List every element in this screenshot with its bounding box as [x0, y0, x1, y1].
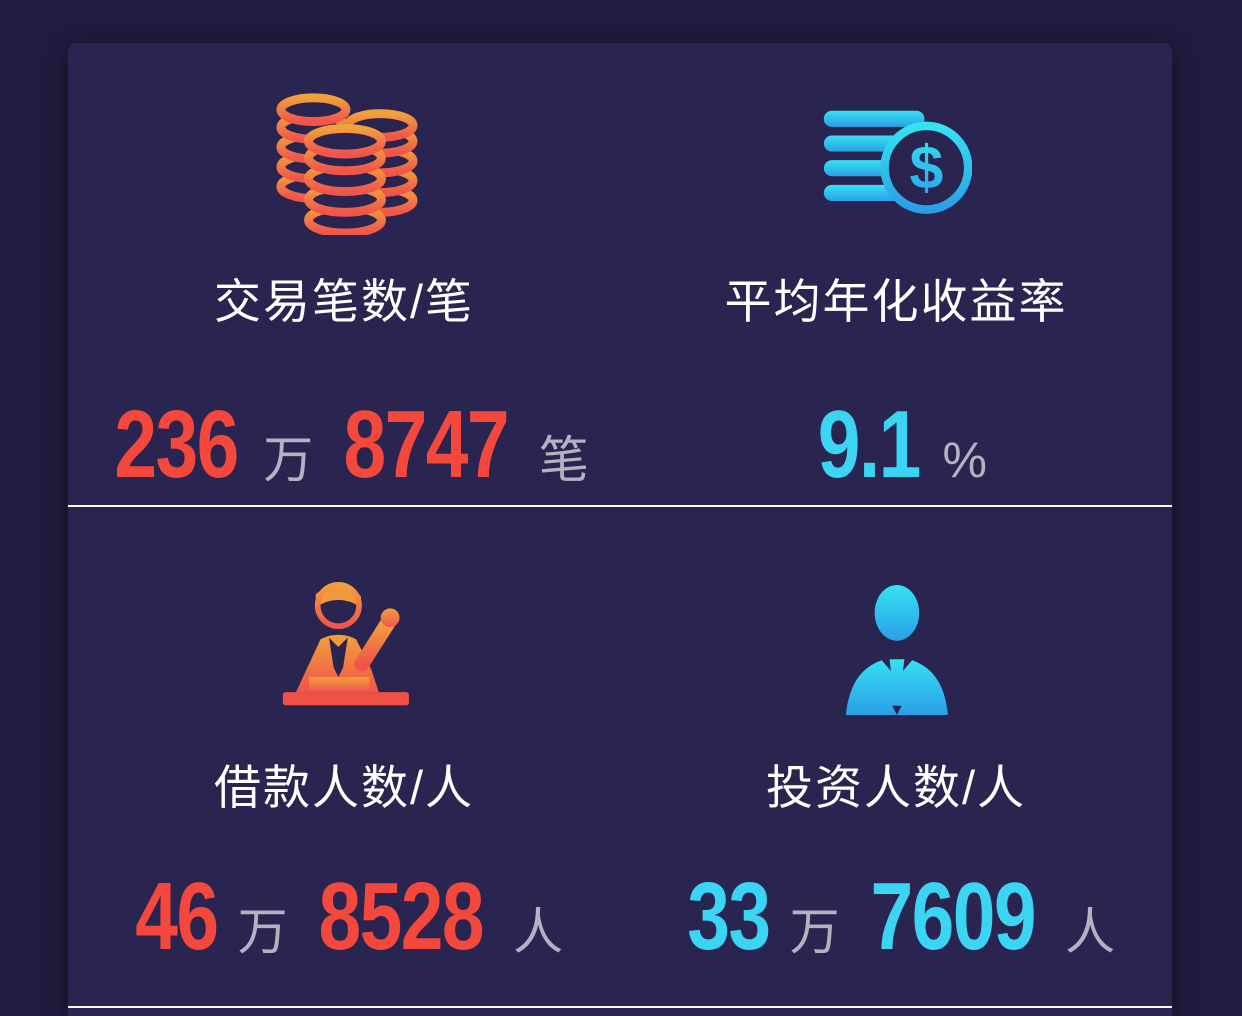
borrower-raising-hand-icon: [264, 571, 424, 721]
stat-value-unit: 人: [1065, 904, 1116, 960]
stat-value-unit: 万: [237, 904, 288, 960]
stat-value: 46 万 8528 人: [125, 863, 564, 970]
stat-card-borrowers: 借款人数/人 46 万 8528 人: [68, 507, 620, 1006]
stats-row-bottom: 借款人数/人 46 万 8528 人: [68, 507, 1172, 1008]
stat-card-transactions: 交易笔数/笔 236 万 8747 笔: [68, 43, 620, 505]
stat-value-number: 33: [687, 863, 771, 970]
stat-label: 投资人数/人: [765, 761, 1027, 814]
dollar-glyph: $: [909, 134, 943, 202]
stats-row-top: 交易笔数/笔 236 万 8747 笔: [68, 43, 1172, 507]
stat-value-unit: 人: [513, 904, 564, 960]
stat-value: 33 万 7609 人: [677, 863, 1116, 970]
stat-value-number: 236: [114, 391, 240, 498]
stat-value: 236 万 8747 笔: [99, 391, 589, 498]
stat-value-number: 9.1: [817, 391, 922, 498]
stat-label: 借款人数/人: [213, 761, 475, 814]
stat-value: 9.1 %: [805, 391, 987, 498]
stat-value-number: 7609: [870, 863, 1036, 970]
stat-value-unit: 万: [789, 904, 840, 960]
stat-card-investors: 投资人数/人 33 万 7609 人: [620, 507, 1172, 1006]
stat-value-unit: %: [942, 432, 987, 488]
stat-value-number: 8528: [318, 863, 484, 970]
stat-value-number: 8747: [343, 391, 510, 498]
stat-label: 平均年化收益率: [724, 275, 1068, 328]
stat-value-unit: 笔: [538, 432, 589, 488]
stat-value-number: 46: [135, 863, 219, 970]
stat-card-annualized-rate: $ 平均年化收益率 9.1 %: [620, 43, 1172, 505]
stat-label: 交易笔数/笔: [213, 275, 475, 328]
stats-panel: 交易笔数/笔 236 万 8747 笔: [68, 43, 1172, 1016]
investor-person-icon: [840, 571, 952, 721]
coins-stack-icon: [270, 85, 418, 235]
dollar-coin-icon: $: [820, 85, 972, 235]
stat-value-unit: 万: [263, 432, 314, 488]
